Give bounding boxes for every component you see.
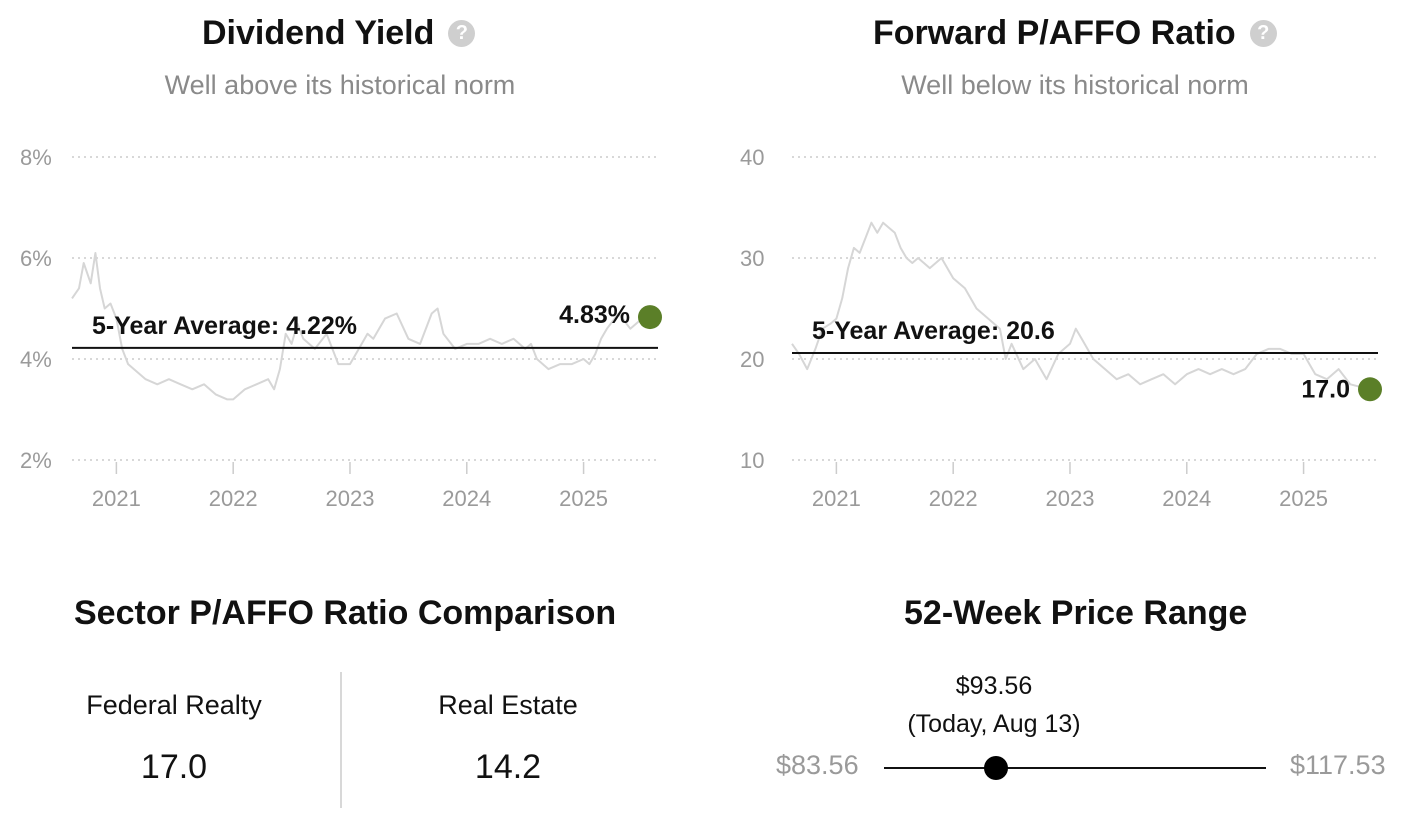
question-circle-icon[interactable]: ? (448, 20, 476, 47)
range-current-marker (984, 756, 1009, 780)
x-tick-label: 2024 (1162, 486, 1211, 511)
dividend-yield-subtitle: Well above its historical norm (164, 70, 516, 100)
average-label: 5-Year Average: 20.6 (812, 317, 1055, 345)
y-tick-label: 8% (20, 145, 52, 170)
y-tick-label: 30 (740, 246, 764, 271)
forward-paffo-title-text: Forward P/AFFO Ratio (873, 14, 1236, 52)
series-line (71, 252, 657, 401)
y-tick-label: 6% (20, 246, 52, 271)
x-tick-label: 2021 (92, 486, 141, 511)
series-line (791, 221, 1377, 391)
forward-paffo-chart: 10 20 30 40 2021 2022 2023 2024 2025 5-Year Avera… (740, 145, 1382, 511)
y-tick-label: 4% (20, 347, 52, 372)
question-circle-icon[interactable]: ? (1249, 20, 1277, 47)
current-price: $93.56 (955, 672, 1033, 700)
current-value-label: 17.0 (1301, 375, 1350, 403)
dividend-yield-title: Dividend Yield ? (202, 14, 476, 53)
comparison-label-federal-realty: Federal Realty (86, 690, 262, 720)
x-tick-label: 2023 (326, 486, 375, 511)
range-low-label: $83.56 (776, 750, 859, 780)
comparison-value-real-estate: 14.2 (474, 748, 542, 786)
y-tick-label: 2% (20, 448, 52, 473)
y-tick-label: 20 (740, 347, 764, 372)
x-tick-label: 2022 (209, 486, 258, 511)
y-tick-label: 40 (740, 145, 764, 170)
dividend-yield-title-text: Dividend Yield (202, 14, 435, 52)
current-value-label: 4.83% (559, 301, 630, 329)
x-tick-label: 2025 (1279, 486, 1328, 511)
x-tick-label: 2022 (929, 486, 978, 511)
sector-comparison-title: Sector P/AFFO Ratio Comparison (74, 594, 617, 632)
range-track (884, 767, 1266, 769)
x-tick-label: 2023 (1046, 486, 1095, 511)
y-tick-label: 10 (740, 448, 764, 473)
comparison-value-federal-realty: 17.0 (140, 748, 208, 786)
price-range-title: 52-Week Price Range (904, 594, 1248, 632)
range-high-label: $117.53 (1290, 750, 1386, 780)
x-tick-label: 2021 (812, 486, 861, 511)
comparison-divider (340, 672, 342, 808)
current-price-caption: (Today, Aug 13) (907, 710, 1081, 738)
dividend-yield-chart: 2% 4% 6% 8% 2021 2022 2023 2024 2025 5-Year Avera… (20, 145, 662, 511)
x-tick-label: 2025 (559, 486, 608, 511)
forward-paffo-title: Forward P/AFFO Ratio ? (873, 14, 1277, 53)
forward-paffo-subtitle: Well below its historical norm (901, 70, 1249, 100)
current-value-dot (638, 305, 662, 330)
x-tick-label: 2024 (442, 486, 491, 511)
current-value-dot (1358, 377, 1382, 402)
comparison-label-real-estate: Real Estate (438, 690, 578, 720)
average-label: 5-Year Average: 4.22% (92, 312, 357, 340)
